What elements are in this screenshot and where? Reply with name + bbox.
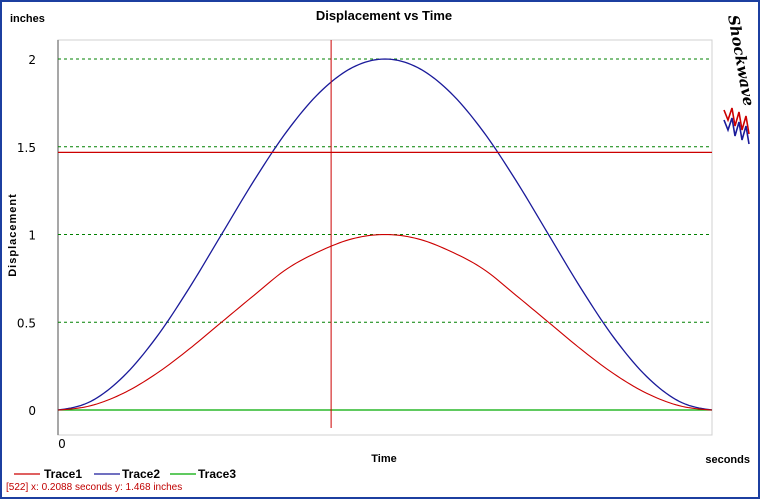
y-tick-label: 0.5 — [17, 316, 36, 330]
y-unit-label: inches — [10, 13, 45, 25]
y-tick-label: 1.5 — [17, 141, 36, 155]
cursor-crosshair[interactable] — [58, 40, 712, 428]
series-trace2 — [57, 58, 713, 411]
shockwave-logo: Shockwave — [720, 8, 758, 158]
y-tick-label: 0 — [28, 404, 36, 418]
logo-wave-icon — [723, 107, 750, 135]
legend-label-trace1: Trace1 — [44, 467, 82, 481]
y-axis-label: Displacement — [7, 193, 19, 277]
y-tick-label: 2 — [28, 53, 36, 67]
x-tick-label: 0 — [58, 437, 66, 451]
legend-label-trace2: Trace2 — [122, 467, 160, 481]
x-unit-label: seconds — [705, 454, 750, 466]
series-lines — [57, 58, 713, 411]
logo-wave-icon-2 — [723, 117, 750, 145]
plot-area[interactable] — [57, 39, 713, 436]
y-tick-label: 1 — [28, 229, 36, 243]
legend: Trace1 Trace2 Trace3 — [14, 467, 236, 481]
chart-title: Displacement vs Time — [316, 8, 452, 23]
series-trace1 — [57, 233, 713, 411]
x-axis-label: Time — [371, 453, 396, 465]
legend-label-trace3: Trace3 — [198, 467, 236, 481]
x-tick-labels: 0 — [58, 437, 66, 451]
y-tick-labels: 0 0.5 1 1.5 2 — [17, 53, 36, 418]
status-readout: [522] x: 0.2088 seconds y: 1.468 inches — [6, 482, 183, 493]
